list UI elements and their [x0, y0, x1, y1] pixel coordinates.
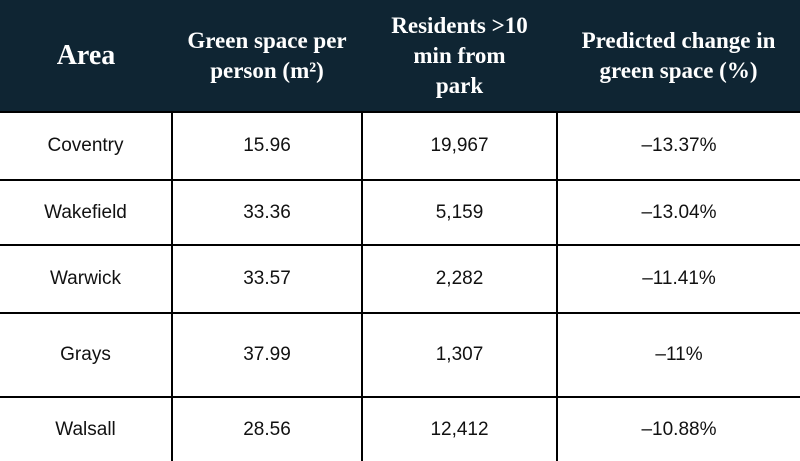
- header-cell: Predicted change in green space (%): [557, 0, 800, 112]
- table-cell: 15.96: [171, 111, 362, 180]
- header-row: Area Green space per person (m²) Residen…: [0, 0, 800, 112]
- table-cell: 28.56: [171, 396, 362, 461]
- table-cell: –13.37%: [556, 111, 800, 180]
- table-row: Grays 37.99 1,307 –11%: [0, 312, 800, 397]
- table-cell: –11%: [556, 312, 800, 397]
- table-cell: Coventry: [0, 111, 172, 180]
- table-cell: 12,412: [361, 396, 557, 461]
- table-cell: –11.41%: [556, 244, 800, 313]
- table-row: Wakefield 33.36 5,159 –13.04%: [0, 179, 800, 245]
- table-cell: 33.36: [171, 179, 362, 245]
- table-row: Warwick 33.57 2,282 –11.41%: [0, 244, 800, 313]
- table-cell: Wakefield: [0, 179, 172, 245]
- table-cell: 1,307: [361, 312, 557, 397]
- header-cell: Area: [0, 0, 172, 112]
- table-body: Coventry 15.96 19,967 –13.37% Wakefield 33.36…: [0, 111, 800, 461]
- table-cell: –10.88%: [556, 396, 800, 461]
- table-cell: 5,159: [361, 179, 557, 245]
- table-cell: Grays: [0, 312, 172, 397]
- table-header: Area Green space per person (m²) Residen…: [0, 0, 800, 112]
- table-cell: Warwick: [0, 244, 172, 313]
- table-row: Coventry 15.96 19,967 –13.37%: [0, 111, 800, 180]
- table-cell: Walsall: [0, 396, 172, 461]
- table-cell: 2,282: [361, 244, 557, 313]
- header-cell: Residents >10 min from park: [362, 0, 557, 112]
- table-cell: –13.04%: [556, 179, 800, 245]
- table-row: Walsall 28.56 12,412 –10.88%: [0, 396, 800, 461]
- header-cell: Green space per person (m²): [172, 0, 362, 112]
- table-cell: 19,967: [361, 111, 557, 180]
- table-cell: 37.99: [171, 312, 362, 397]
- table-cell: 33.57: [171, 244, 362, 313]
